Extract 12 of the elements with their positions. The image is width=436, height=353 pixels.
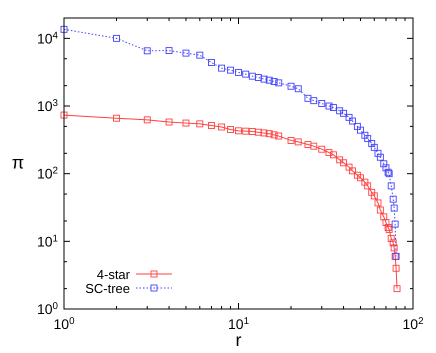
y-axis-title: π (12, 152, 24, 172)
x-tick-label: 10$^{1}$ (228, 316, 250, 332)
x-tick-label: 10$^{0}$ (53, 316, 76, 332)
x-axis-title: r (236, 330, 242, 350)
y-tick-label: 10$^{4}$ (36, 30, 59, 46)
legend-label: SC-tree (85, 281, 130, 296)
x-tick-label: 10$^{2}$ (402, 316, 424, 332)
y-tick-label: 10$^{3}$ (36, 98, 59, 114)
y-tick-label: 10$^{2}$ (36, 165, 58, 182)
y-tick-label: 10$^{0}$ (36, 300, 59, 317)
legend-label: 4-star (96, 267, 131, 282)
y-tick-label: 10$^{1}$ (36, 232, 58, 250)
